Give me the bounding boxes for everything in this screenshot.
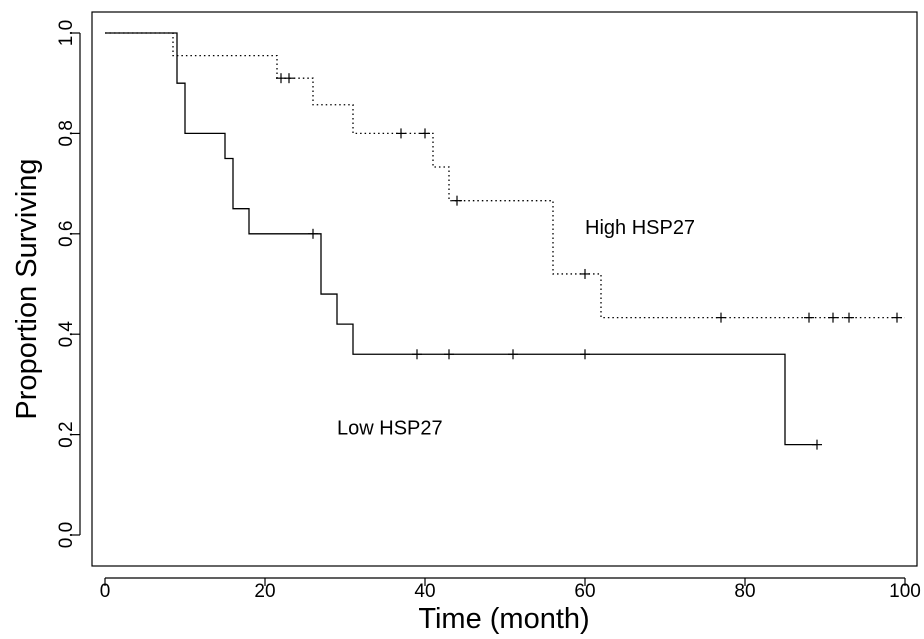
censor-mark-high-hsp27 [396, 128, 406, 139]
censor-mark-high-hsp27 [892, 312, 902, 323]
y-tick-label: 0.0 [56, 522, 77, 548]
censor-mark-high-hsp27 [420, 128, 430, 139]
x-tick-label: 100 [889, 581, 921, 602]
censor-mark-high-hsp27 [284, 73, 294, 84]
annotation-label: High HSP27 [585, 217, 695, 239]
annotation-label: Low HSP27 [337, 418, 443, 440]
censor-mark-high-hsp27 [580, 268, 590, 279]
censor-mark-low-hsp27 [508, 349, 518, 360]
censor-mark-low-hsp27 [580, 349, 590, 360]
y-tick-label: 0.2 [56, 421, 77, 447]
y-tick-label: 1.0 [56, 20, 77, 46]
x-tick-label: 80 [734, 581, 755, 602]
y-tick-label: 0.4 [56, 321, 77, 348]
plot-frame [91, 11, 918, 567]
x-tick-label: 60 [574, 581, 595, 602]
censor-mark-low-hsp27 [812, 439, 822, 450]
series-layer [105, 32, 905, 450]
censor-mark-high-hsp27 [844, 312, 854, 323]
annotation-layer: High HSP27 Low HSP27 [337, 217, 695, 440]
censor-mark-high-hsp27 [828, 312, 838, 323]
censor-mark-high-hsp27 [716, 312, 726, 323]
x-tick-label: 40 [414, 581, 435, 602]
x-axis-title: Time (month) [418, 603, 589, 635]
series-line-high-hsp27 [105, 32, 905, 319]
y-tick-label: 0.8 [56, 120, 77, 146]
series-line-low-hsp27 [105, 32, 817, 446]
censor-mark-high-hsp27 [804, 312, 814, 323]
censor-mark-low-hsp27 [444, 349, 454, 360]
censor-mark-low-hsp27 [412, 349, 422, 360]
y-tick-label: 0.6 [56, 221, 77, 247]
censor-mark-high-hsp27 [452, 195, 462, 206]
censor-mark-low-hsp27 [308, 228, 318, 239]
y-axis: 0.0 0.2 0.4 0.6 0.8 1.0 [56, 20, 81, 548]
x-axis: 0 20 40 60 80 100 [100, 577, 921, 602]
x-tick-label: 20 [254, 581, 275, 602]
y-axis-title: Proportion Surviving [11, 158, 43, 419]
x-tick-label: 0 [100, 581, 111, 602]
